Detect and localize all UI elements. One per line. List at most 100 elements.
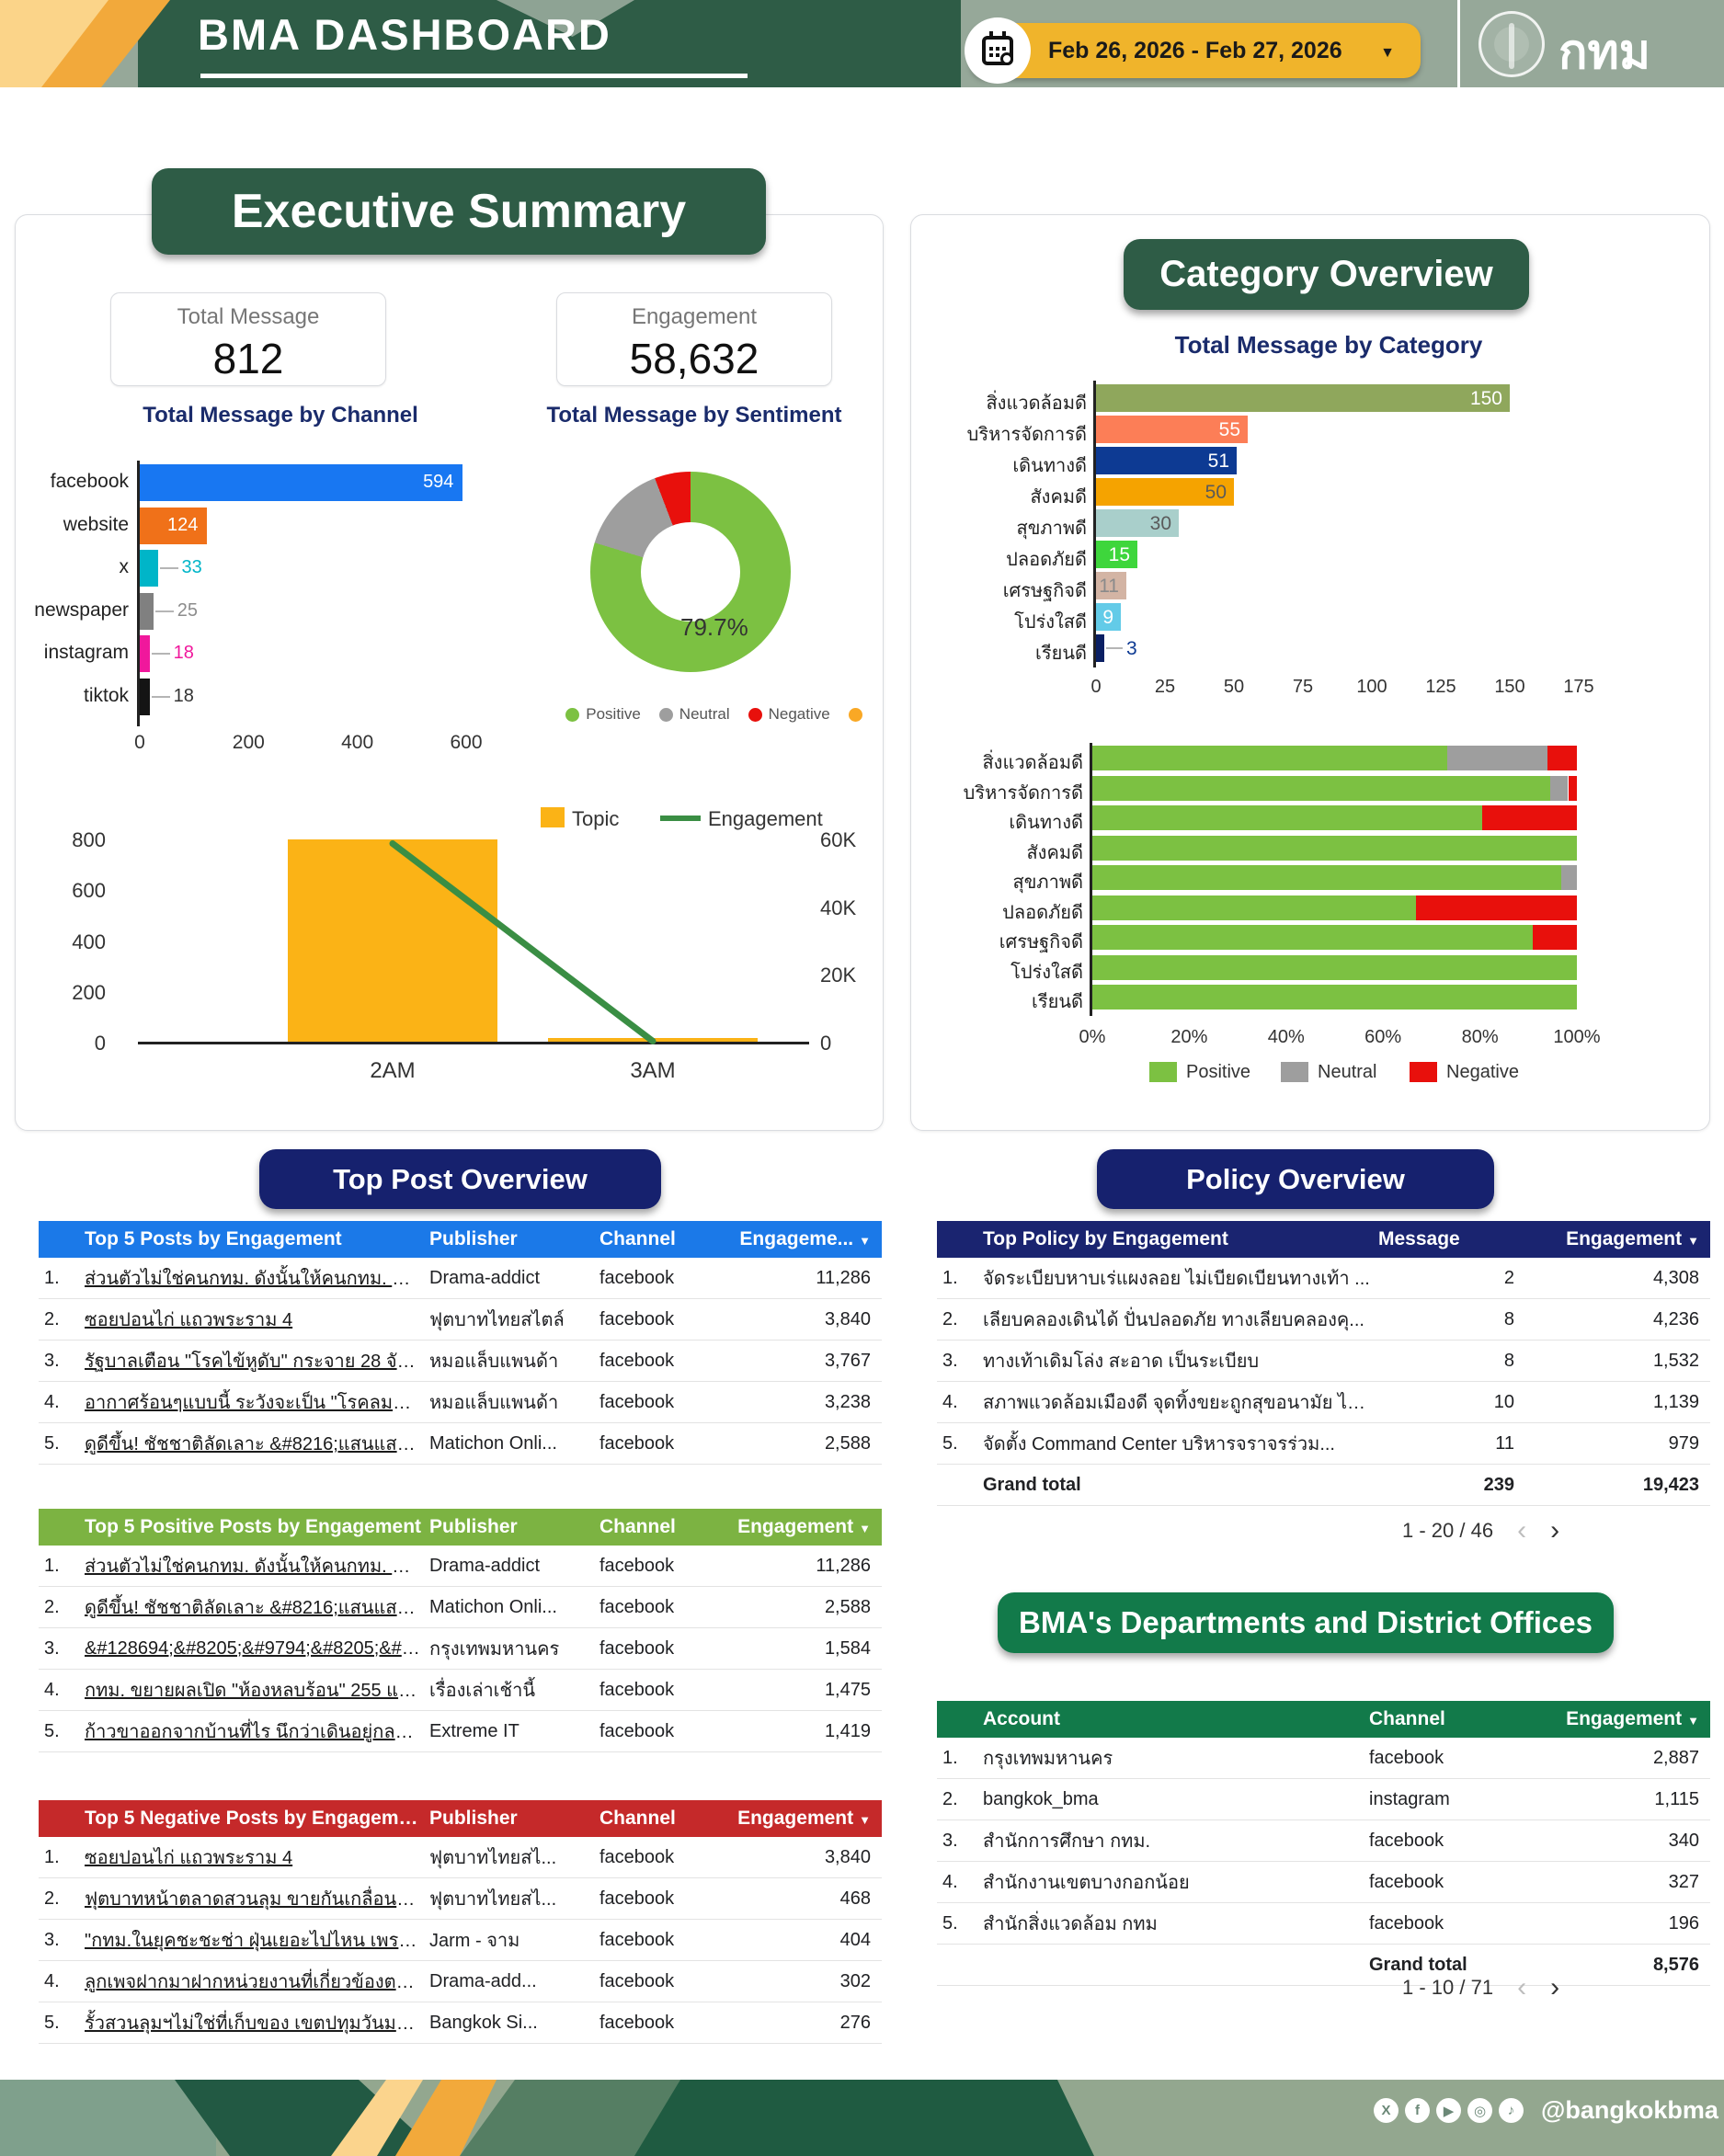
youtube-icon[interactable]: ▶ (1436, 2098, 1461, 2123)
policy-message: 2 (1503, 1267, 1514, 1288)
post-title-link[interactable]: ส่วนตัวไม่ใช่คนกทม. ดังนั้นให้คนกทม. แสด… (85, 1269, 429, 1289)
column-header[interactable]: Channel (599, 1228, 676, 1249)
post-title-link[interactable]: รัฐบาลเตือน "โรคไข้หูดับ" กระจาย 28 จังห… (85, 1352, 429, 1372)
header-divider (1457, 0, 1460, 87)
category-bar[interactable] (1096, 572, 1126, 599)
stacked-seg-negative[interactable] (1568, 775, 1577, 801)
date-range-picker[interactable]: Feb 26, 2026 - Feb 27, 2026 ▼ (965, 17, 1421, 84)
category-bar[interactable] (1096, 478, 1234, 506)
stacked-seg-positive[interactable] (1092, 954, 1577, 980)
stacked-seg-positive[interactable] (1092, 895, 1416, 920)
column-header[interactable]: Engagement ▼ (1566, 1708, 1699, 1729)
channel-bar-value: 33 (181, 557, 202, 577)
channel-bar[interactable] (140, 464, 463, 501)
stacked-seg-negative[interactable] (1415, 895, 1577, 920)
stacked-seg-neutral[interactable] (1560, 865, 1577, 890)
prev-page-icon[interactable]: ‹ (1517, 1515, 1527, 1546)
post-title-link[interactable]: อากาศร้อนๆแบบนี้ ระวังจะเป็น "โรคลมแดด ห… (85, 1393, 429, 1413)
channel-bar[interactable] (140, 678, 150, 715)
post-title-link[interactable]: ส่วนตัวไม่ใช่คนกทม. ดังนั้นให้คนกทม. แสด… (85, 1557, 429, 1577)
post-title-link[interactable]: "กทม.ในยุคชะชะช่า ฝุ่นเยอะไปไหน เพราะมึง… (85, 1931, 429, 1951)
sentiment-donut[interactable] (590, 472, 791, 672)
column-header[interactable]: Account (983, 1708, 1060, 1729)
category-label: โปร่งใสดี (1014, 612, 1087, 633)
post-publisher: ฟุตบาทไทยสไตล์ (429, 1310, 565, 1330)
category-bar[interactable] (1096, 384, 1510, 412)
column-header[interactable]: Engagement ▼ (737, 1516, 871, 1537)
channel-bar[interactable] (140, 507, 208, 544)
column-header[interactable]: Top Policy by Engagement (983, 1228, 1228, 1249)
prev-page-icon[interactable]: ‹ (1517, 1972, 1527, 2002)
stacked-seg-positive[interactable] (1092, 775, 1550, 801)
column-header[interactable]: Channel (599, 1516, 676, 1537)
row-rank: 1. (942, 1747, 958, 1768)
column-header[interactable]: Publisher (429, 1516, 518, 1537)
stacked-seg-neutral[interactable] (1550, 775, 1569, 801)
column-header[interactable]: Engagement ▼ (1566, 1228, 1699, 1249)
x-icon[interactable]: X (1374, 2098, 1399, 2123)
post-title-link[interactable]: &#128694;&#8205;&#9794;&#8205;&#10... (85, 1637, 429, 1659)
post-title-link[interactable]: ซอยปอนไก่ แถวพระราม 4 (85, 1848, 293, 1868)
column-header[interactable]: Top 5 Negative Posts by Engagement (85, 1808, 428, 1829)
category-bar[interactable] (1096, 541, 1137, 568)
post-title-link[interactable]: ดูดีขึ้น! ชัชชาติลัดเลาะ &#8216;แสนแสบ&#… (85, 1598, 429, 1618)
stacked-seg-positive[interactable] (1092, 865, 1561, 890)
table-row: 3. ทางเท้าเดิมโล่ง สะอาด เป็นระเบียบ 8 1,53… (937, 1340, 1710, 1382)
category-bar[interactable] (1096, 603, 1121, 631)
column-header[interactable]: Publisher (429, 1808, 518, 1829)
post-title-link[interactable]: ลูกเพจฝากมาฝากหน่วยงานที่เกี่ยวข้องตรวจส… (85, 1972, 429, 1992)
tiktok-icon[interactable]: ♪ (1499, 2098, 1524, 2123)
category-bar[interactable] (1096, 447, 1237, 474)
column-header[interactable]: Channel (599, 1808, 676, 1829)
category-bar[interactable] (1096, 509, 1179, 537)
sentiment-donut-chart: 79.7% Positive Neutral Negative (552, 464, 883, 740)
post-title-link[interactable]: ดูดีขึ้น! ชัชชาติลัดเลาะ &#8216;แสนแสบ&#… (85, 1434, 429, 1454)
post-title-link[interactable]: กทม. ขยายผลเปิด "ห้องหลบร้อน" 255 แห่งทั… (85, 1681, 429, 1701)
table-header-row: Top 5 Posts by Engagement Publisher Channe… (39, 1221, 882, 1258)
table-row: 5. ก้าวขาออกจากบ้านที่ไร นึกว่าเดินอยู่กล… (39, 1711, 882, 1752)
stacked-seg-positive[interactable] (1092, 985, 1577, 1010)
stacked-seg-positive[interactable] (1092, 925, 1534, 950)
topic-bar[interactable] (288, 839, 497, 1042)
column-header[interactable]: Top 5 Positive Posts by Engagement (85, 1516, 422, 1537)
post-title-link[interactable]: รั้วสวนลุมฯไม่ใช่ที่เก็บของ เขตปทุมวันมา… (85, 2013, 429, 2034)
stacked-seg-positive[interactable] (1092, 746, 1448, 770)
stacked-seg-negative[interactable] (1533, 925, 1577, 950)
total-message-label: Total Message (177, 304, 320, 329)
stacked-label: บริหารจัดการดี (963, 782, 1083, 804)
post-title-link[interactable]: ก้าวขาออกจากบ้านที่ไร นึกว่าเดินอยู่กลาง… (85, 1722, 429, 1742)
category-x-tick: 75 (1292, 677, 1314, 697)
stacked-seg-negative[interactable] (1547, 746, 1577, 770)
post-title-link[interactable]: ฟุตบาทหน้าตลาดสวนลุม ขายกันเกลื่อนทะลักอ… (85, 1889, 429, 1910)
column-header[interactable]: Top 5 Posts by Engagement (85, 1228, 342, 1249)
policy-engagement: 1,139 (1652, 1391, 1699, 1412)
instagram-icon[interactable]: ◎ (1467, 2098, 1492, 2123)
column-header[interactable]: Publisher (429, 1228, 518, 1249)
category-bar-value: 51 (1207, 451, 1229, 472)
facebook-icon[interactable]: f (1405, 2098, 1430, 2123)
column-header[interactable]: Engageme... ▼ (739, 1228, 871, 1249)
column-header[interactable]: Message (1378, 1228, 1460, 1249)
stacked-seg-neutral[interactable] (1447, 746, 1548, 770)
column-header[interactable]: Engagement ▼ (737, 1808, 871, 1829)
post-title-link[interactable]: ซอยปอนไก่ แถวพระราม 4 (85, 1310, 293, 1330)
legend-item-neutral: Neutral (658, 705, 730, 724)
engagement-value: 58,632 (629, 335, 759, 382)
stacked-seg-negative[interactable] (1481, 805, 1577, 830)
post-publisher: Drama-add... (429, 1970, 537, 1991)
channel-bar[interactable] (140, 635, 150, 672)
next-page-icon[interactable]: › (1550, 1972, 1560, 2002)
category-bar[interactable] (1096, 634, 1104, 662)
stacked-seg-positive[interactable] (1092, 835, 1577, 861)
column-header[interactable]: Channel (1369, 1708, 1445, 1729)
next-page-icon[interactable]: › (1550, 1515, 1560, 1546)
channel-bar[interactable] (140, 550, 158, 587)
stacked-seg-positive[interactable] (1092, 805, 1482, 830)
table-row: 5. สำนักสิ่งแวดล้อม กทม facebook 196 (937, 1903, 1710, 1945)
category-sentiment-stacked-chart: สิ่งแวดล้อมดี บริหารจัดการดี เดินทางดี สังค… (919, 736, 1710, 1103)
category-bar[interactable] (1096, 416, 1248, 443)
legend-item-positive: Positive (565, 705, 641, 724)
channel-bar[interactable] (140, 592, 154, 630)
post-channel: facebook (599, 1929, 675, 1950)
post-channel: facebook (599, 1720, 675, 1741)
